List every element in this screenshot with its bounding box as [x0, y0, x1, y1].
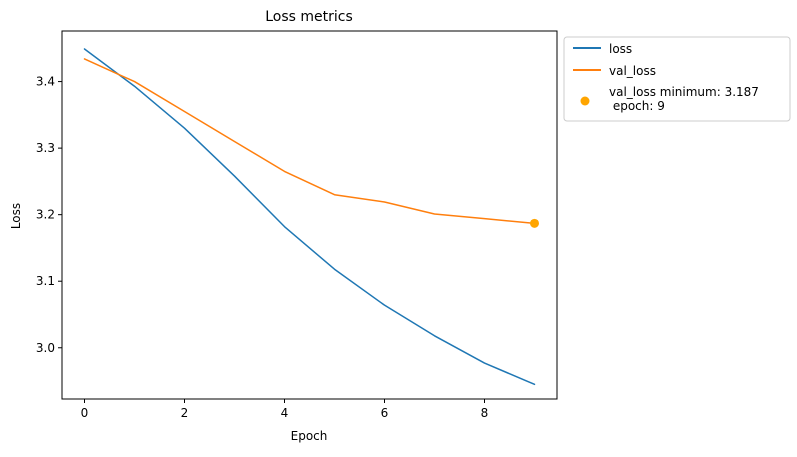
legend: loss val_loss val_loss minimum: 3.187 ep…	[563, 36, 791, 122]
legend-marker-text-line: val_loss minimum: 3.187	[609, 85, 759, 99]
y-tick-label: 3.2	[36, 208, 55, 222]
legend-label-val-loss-minimum: val_loss minimum: 3.187 epoch: 9	[609, 85, 759, 113]
legend-frame	[563, 36, 791, 122]
legend-marker-val-loss-minimum	[580, 96, 590, 106]
legend-label-val-loss: val_loss	[609, 64, 656, 78]
y-tick-label: 3.1	[36, 274, 55, 288]
x-tick-label: 6	[381, 406, 389, 420]
plot-area: 0 2 4 6 8 3.0 3.1 3.2 3.3 3.4	[36, 30, 558, 420]
x-axis-label: Epoch	[291, 429, 328, 443]
axes-frame	[61, 30, 558, 400]
x-tick-label: 8	[481, 406, 489, 420]
y-tick-label: 3.3	[36, 141, 55, 155]
legend-marker-text-line: epoch: 9	[609, 99, 665, 113]
legend-label-loss: loss	[609, 42, 632, 56]
y-tick-label: 3.4	[36, 75, 55, 89]
y-axis-label: Loss	[9, 203, 23, 229]
y-tick-label: 3.0	[36, 341, 55, 355]
chart-title: Loss metrics	[265, 9, 353, 25]
x-tick-label: 2	[181, 406, 189, 420]
val-loss-minimum-marker	[530, 218, 539, 228]
x-tick-label: 0	[81, 406, 89, 420]
series-line-val-loss	[83, 58, 536, 225]
x-tick-label: 4	[281, 406, 289, 420]
series-line-loss	[83, 48, 536, 386]
